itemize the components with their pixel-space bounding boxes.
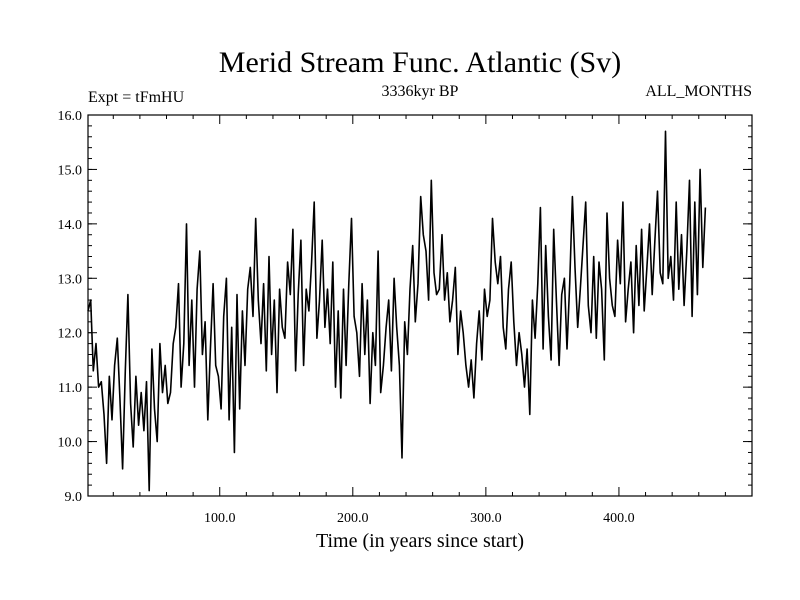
y-tick-label: 10.0 (58, 436, 83, 451)
chart-title: Merid Stream Func. Atlantic (Sv) (219, 46, 621, 79)
y-tick-label: 11.0 (58, 381, 82, 396)
x-tick-label: 300.0 (470, 511, 502, 526)
experiment-label: Expt = tFmHU (88, 89, 185, 106)
y-tick-label: 14.0 (58, 218, 83, 233)
x-tick-label: 400.0 (603, 511, 635, 526)
period-label: 3336kyr BP (382, 83, 459, 100)
y-tick-label: 16.0 (58, 109, 83, 124)
series-line (87, 130, 707, 492)
plot-area: 9.0 10.0 11.0 12.0 13.0 14.0 15.0 16.0 100.0 200… (58, 109, 753, 526)
y-tick-label: 9.0 (65, 490, 83, 505)
y-tick-label: 12.0 (58, 327, 83, 342)
y-tick-label: 15.0 (58, 163, 83, 178)
x-tick-label: 200.0 (337, 511, 369, 526)
x-axis-ticks (112, 115, 726, 496)
y-axis-tick-labels: 9.0 10.0 11.0 12.0 13.0 14.0 15.0 16.0 (58, 109, 83, 505)
y-tick-label: 13.0 (58, 272, 83, 287)
x-axis-tick-labels: 100.0 200.0 300.0 400.0 (204, 511, 635, 526)
y-axis-ticks (88, 114, 752, 497)
x-tick-label: 100.0 (204, 511, 236, 526)
plot-frame (87, 114, 753, 497)
months-label: ALL_MONTHS (645, 83, 752, 100)
x-axis-label: Time (in years since start) (316, 530, 524, 552)
